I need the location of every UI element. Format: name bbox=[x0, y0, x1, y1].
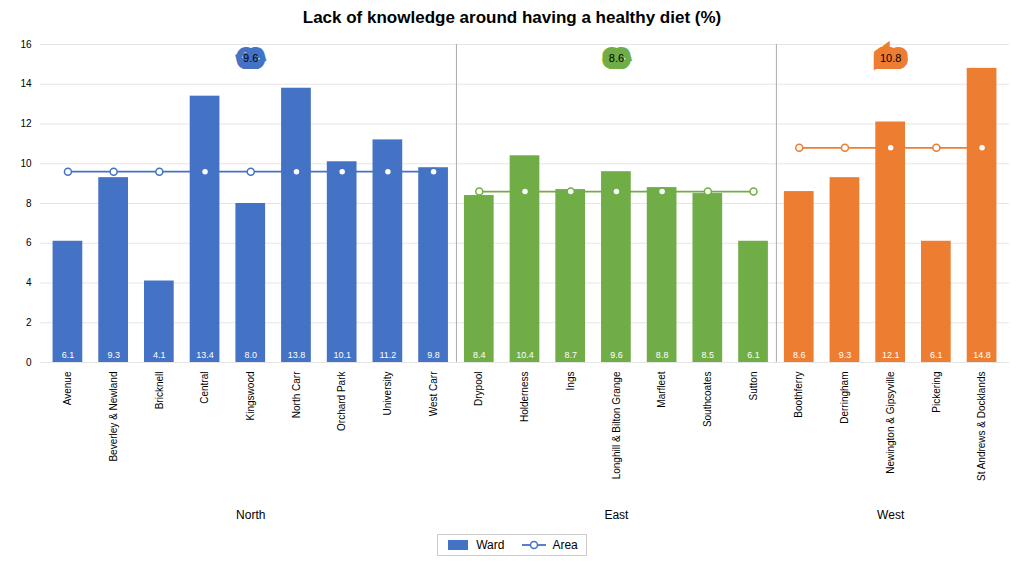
svg-text:11.2: 11.2 bbox=[379, 350, 396, 360]
svg-text:9.3: 9.3 bbox=[839, 350, 852, 360]
svg-text:8: 8 bbox=[26, 198, 32, 209]
svg-text:8.0: 8.0 bbox=[244, 350, 257, 360]
svg-text:8.5: 8.5 bbox=[702, 350, 715, 360]
svg-text:10.4: 10.4 bbox=[516, 350, 534, 360]
svg-text:North Carr: North Carr bbox=[291, 371, 302, 418]
svg-text:10.1: 10.1 bbox=[333, 350, 351, 360]
svg-text:9.6: 9.6 bbox=[610, 350, 623, 360]
svg-text:Sutton: Sutton bbox=[748, 372, 759, 401]
svg-text:Avenue: Avenue bbox=[62, 371, 73, 405]
svg-text:10.8: 10.8 bbox=[880, 52, 901, 64]
svg-text:9.8: 9.8 bbox=[427, 350, 440, 360]
svg-text:Holderness: Holderness bbox=[519, 372, 530, 423]
svg-text:Boothferry: Boothferry bbox=[793, 372, 804, 418]
svg-text:8.6: 8.6 bbox=[793, 350, 806, 360]
svg-text:9.3: 9.3 bbox=[107, 350, 120, 360]
svg-text:Bricknell: Bricknell bbox=[154, 372, 165, 410]
svg-text:13.8: 13.8 bbox=[288, 350, 306, 360]
svg-text:10: 10 bbox=[20, 158, 32, 169]
svg-text:6.1: 6.1 bbox=[62, 350, 75, 360]
svg-text:East: East bbox=[604, 508, 629, 522]
svg-text:West: West bbox=[877, 508, 905, 522]
svg-text:2: 2 bbox=[26, 317, 32, 328]
svg-text:8.7: 8.7 bbox=[564, 350, 577, 360]
svg-text:St Andrews & Docklands: St Andrews & Docklands bbox=[976, 372, 987, 482]
svg-text:Marfleet: Marfleet bbox=[656, 371, 667, 407]
svg-text:12: 12 bbox=[20, 118, 32, 129]
svg-text:8.8: 8.8 bbox=[656, 350, 669, 360]
svg-text:University: University bbox=[382, 372, 393, 416]
svg-text:West Carr: West Carr bbox=[428, 371, 439, 416]
svg-text:8.6: 8.6 bbox=[609, 52, 624, 64]
svg-text:0: 0 bbox=[26, 357, 32, 368]
svg-text:Derringham: Derringham bbox=[839, 372, 850, 424]
svg-text:16: 16 bbox=[20, 39, 32, 50]
svg-text:Longhill & Bilton Grange: Longhill & Bilton Grange bbox=[611, 371, 622, 479]
svg-text:North: North bbox=[236, 508, 265, 522]
svg-text:4: 4 bbox=[26, 277, 32, 288]
svg-text:12.1: 12.1 bbox=[882, 350, 900, 360]
svg-text:8.4: 8.4 bbox=[473, 350, 486, 360]
html-text:Area: Area bbox=[552, 538, 578, 552]
html-text:Lack of knowledge around havin: Lack of knowledge around having a health… bbox=[302, 8, 722, 27]
svg-text:Pickering: Pickering bbox=[931, 372, 942, 413]
svg-text:Newington & Gipsyville: Newington & Gipsyville bbox=[885, 371, 896, 474]
svg-text:6: 6 bbox=[26, 237, 32, 248]
svg-text:Beverley & Newland: Beverley & Newland bbox=[108, 372, 119, 462]
svg-text:4.1: 4.1 bbox=[153, 350, 166, 360]
svg-text:13.4: 13.4 bbox=[196, 350, 214, 360]
svg-text:Southcoates: Southcoates bbox=[702, 372, 713, 428]
svg-text:Drypool: Drypool bbox=[473, 372, 484, 406]
svg-text:6.1: 6.1 bbox=[747, 350, 760, 360]
svg-text:Ings: Ings bbox=[565, 372, 576, 391]
html-text:Ward: Ward bbox=[476, 538, 505, 552]
svg-text:14: 14 bbox=[20, 78, 32, 89]
svg-text:6.1: 6.1 bbox=[930, 350, 943, 360]
svg-text:Orchard Park: Orchard Park bbox=[336, 371, 347, 431]
svg-text:Central: Central bbox=[199, 372, 210, 404]
svg-text:9.6: 9.6 bbox=[243, 52, 258, 64]
svg-text:Kingswood: Kingswood bbox=[245, 372, 256, 421]
svg-text:14.8: 14.8 bbox=[973, 350, 991, 360]
